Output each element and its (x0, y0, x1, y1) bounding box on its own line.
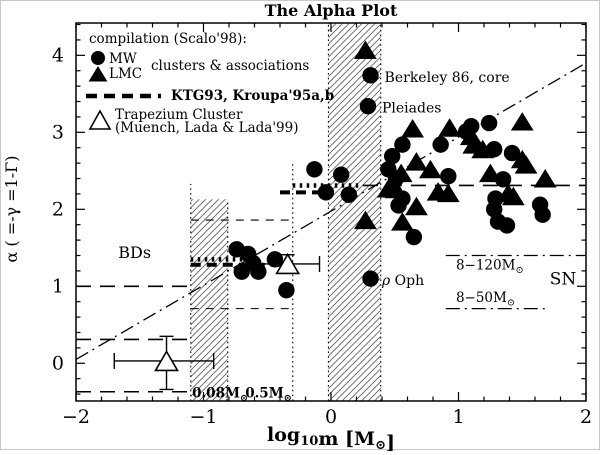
berkeley-86-label: Berkeley 86, core (385, 70, 510, 86)
lmc-data-point (419, 159, 442, 179)
lmc-data-point (438, 118, 461, 137)
mw-data-point (306, 161, 323, 178)
legend-trapezium-triangle-icon (88, 109, 112, 130)
mw-data-point (498, 217, 516, 234)
mw-data-point (405, 228, 423, 246)
legend-lmc-triangle-icon (88, 66, 108, 82)
legend-lmc-label: LMC (109, 66, 142, 82)
lmc-data-point (514, 155, 538, 174)
legend-trapezium-label-2: (Muench, Lada & Lada'99) (115, 120, 298, 136)
mw-data-point (440, 168, 457, 185)
legend-header: compilation (Scalo'98): (89, 31, 247, 47)
lmc-data-point (533, 169, 557, 188)
x-tick-label: −2 (62, 406, 90, 428)
x-axis-label: log10m [M⊙] (267, 424, 395, 451)
sn-8-50-label: 8−50M⊙ (456, 290, 515, 309)
y-tick-label: 3 (52, 121, 64, 143)
lmc-data-point (436, 183, 460, 203)
chart-title: The Alpha Plot (265, 1, 398, 20)
lmc-data-point (405, 152, 428, 171)
legend-imf-label: KTG93, Kroupa'95a,b (171, 88, 334, 104)
lmc-data-point (354, 40, 377, 59)
solar-transition-band (328, 23, 381, 401)
x-tick-label: 1 (452, 406, 464, 428)
trapezium-open-triangle (275, 252, 301, 275)
lmc-data-point (405, 196, 428, 216)
mw-data-point (362, 67, 379, 84)
pleiades-label: Pleiades (382, 101, 441, 117)
mw-data-point (480, 114, 498, 132)
lmc-data-point (384, 179, 408, 199)
y-axis-label: α ( =-γ =1-Γ) (2, 155, 21, 262)
mw-data-point (362, 270, 379, 287)
mw-data-point (233, 263, 250, 280)
lmc-data-point (401, 119, 424, 138)
lmc-data-point (391, 212, 414, 231)
mw-data-point (432, 136, 449, 153)
x-tick-label: −1 (189, 406, 217, 428)
mw-data-point (486, 201, 503, 218)
hatch-bands-layer (190, 23, 382, 401)
mw-data-point (503, 144, 521, 162)
lmc-data-point (478, 163, 502, 183)
mw-data-point (278, 281, 295, 299)
lmc-data-point (389, 163, 413, 183)
axes-frame-layer: −2 −1 0 1 2 0 1 2 3 4 log10m [M⊙] (52, 22, 592, 454)
lmc-data-point (354, 210, 377, 230)
mw-data-point (340, 186, 358, 203)
y-tick-label: 1 (52, 275, 64, 297)
legend-group-label: clusters & associations (151, 58, 309, 74)
lmc-data-point (501, 186, 525, 206)
legend-trapezium-label-1: Trapezium Cluster (115, 107, 243, 123)
trapezium-point-with-errors (113, 335, 215, 391)
y-tick-label: 2 (52, 198, 64, 220)
y-tick-label: 4 (52, 44, 64, 66)
trend-dash-dot (75, 62, 587, 360)
y-tick-label: 0 (52, 352, 64, 374)
data-points-layer (113, 40, 557, 391)
mw-data-point (384, 147, 401, 165)
mw-data-point (333, 166, 350, 183)
lmc-data-point (510, 112, 534, 131)
legend-mw-label: MW (109, 51, 137, 67)
lmc-data-point (471, 139, 495, 159)
x-tick-label: 0 (325, 406, 337, 428)
mw-data-point (463, 117, 480, 135)
legend-mw-circle-icon (91, 51, 105, 65)
mw-data-point (494, 171, 512, 188)
mw-data-point (250, 263, 267, 280)
mw-data-point (394, 136, 411, 153)
rho-oph-label: ρ Oph (381, 273, 424, 289)
trapezium-open-triangle (154, 349, 179, 372)
sn-region-label: SN (550, 270, 577, 290)
trapezium-point-with-errors (247, 252, 321, 275)
mw-data-point (317, 184, 335, 201)
x-tick-label: 2 (580, 406, 592, 428)
bd-region-label: BDs (118, 243, 151, 262)
substellar-transition-band (190, 199, 228, 401)
sn-8-120-label: 8−120M⊙ (456, 257, 524, 276)
mw-data-point (534, 206, 551, 223)
mw-data-point (359, 97, 377, 115)
